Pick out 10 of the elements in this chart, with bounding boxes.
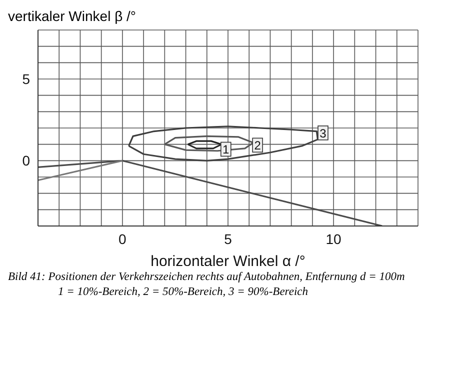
text: 1 = 10%-Bereich, 2 = 50%-Bereich, 3 = 90%-Bereich	[57, 285, 310, 300]
x-axis-title: horizontaler Winkel α /°	[150, 253, 306, 270]
text: Bild 41: Positionen der Verkehrszeichen rechts auf Autobahnen, Entfernung d = 100m	[8, 270, 406, 285]
x-tick-label: 5	[224, 230, 232, 247]
x-tick-label: 10	[326, 230, 342, 247]
annotation: 1	[222, 142, 230, 157]
y-axis-title: vertikaler Winkel β /°	[8, 8, 138, 26]
annotation: 3	[320, 126, 327, 140]
annotation: 2	[254, 138, 262, 153]
x-tick-label: 0	[118, 230, 127, 247]
